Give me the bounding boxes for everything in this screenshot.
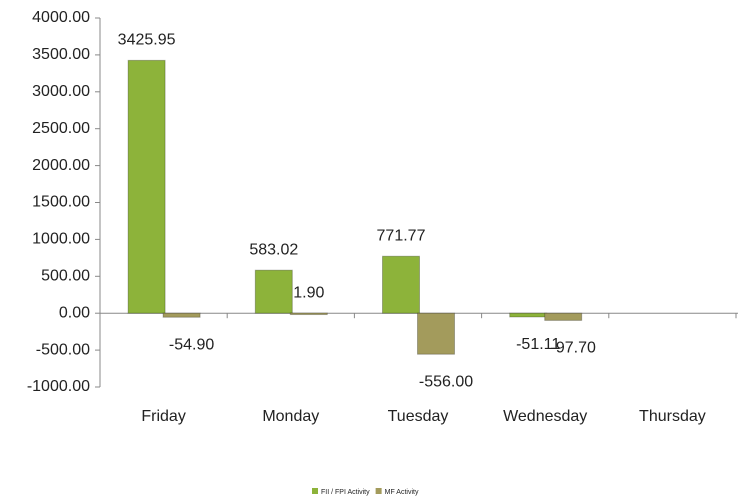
bar [289,312,328,316]
bar [417,312,455,355]
data-label: -97.70 [551,340,596,357]
legend-label: MF Activity [385,489,419,496]
y-tick-label: -500.00 [36,341,90,358]
bar [509,312,548,318]
x-tick-label: Monday [262,408,319,425]
bar [127,59,166,314]
y-tick-label: -1000.00 [27,378,90,395]
data-label: -51.11 [516,336,560,353]
legend: FII / FPI Activity MF Activity [312,488,419,496]
y-tick-label: 2000.00 [32,157,90,174]
y-tick-label: 2500.00 [32,120,90,137]
data-label: 3425.95 [118,32,176,49]
y-tick-label: 1000.00 [32,231,90,248]
x-tick-label: Tuesday [388,408,449,425]
y-tick-label: 3000.00 [32,83,90,100]
y-tick-label: 500.00 [41,268,90,285]
x-tick-label: Thursday [639,408,706,425]
bar [544,312,583,321]
bar [382,255,420,314]
y-tick-label: 0.00 [59,304,90,321]
data-label: 1.90 [293,284,324,301]
y-tick-label: 1500.00 [32,194,90,211]
bar [254,269,293,314]
data-label: 771.77 [377,227,426,244]
data-label: -556.00 [419,373,473,390]
y-tick-label: 4000.00 [32,9,90,26]
data-label: -54.90 [169,336,214,353]
y-tick-label: 3500.00 [32,46,90,63]
legend-swatch [312,488,318,494]
legend-swatch [375,488,382,494]
x-tick-label: Friday [141,408,185,425]
legend-label: FII / FPI Activity [321,489,370,496]
x-tick-label: Wednesday [503,408,587,425]
data-label: 583.02 [249,241,298,258]
bar [162,312,201,318]
